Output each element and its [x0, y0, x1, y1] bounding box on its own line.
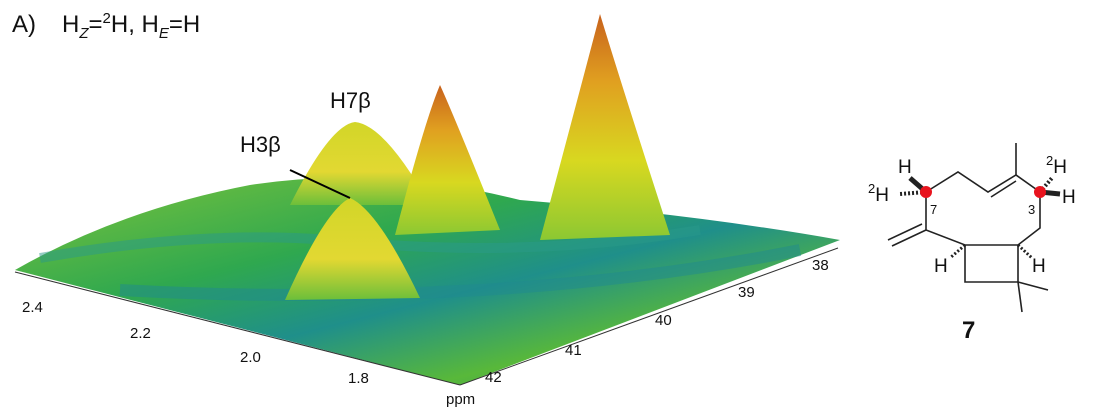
axis — [459, 247, 839, 386]
text: H — [62, 11, 79, 38]
methylene — [891, 229, 927, 247]
atom: H — [898, 157, 912, 178]
superscript: 2 — [103, 10, 111, 27]
text: =H — [169, 11, 200, 38]
peak — [395, 85, 500, 235]
panel-label: A) — [12, 11, 36, 38]
superscript: 2 — [1046, 153, 1053, 168]
peak-label: H3β — [240, 132, 281, 157]
peak-label: H7β — [330, 88, 371, 113]
label-site — [1034, 186, 1046, 198]
ridge — [119, 244, 802, 301]
axis-label: ppm — [446, 391, 475, 408]
peak-h7 — [290, 122, 430, 205]
text: H — [1053, 157, 1067, 178]
atom: H — [934, 256, 948, 277]
surface — [14, 14, 840, 386]
ring — [925, 171, 1041, 246]
label-site — [920, 186, 932, 198]
axis — [14, 271, 461, 386]
tick-label: 2.0 — [240, 349, 261, 366]
tick-label: 2.4 — [22, 299, 43, 316]
atom: H — [1062, 187, 1076, 208]
condition: HZ=2H, HE=H — [62, 10, 200, 42]
methyl — [1017, 281, 1023, 313]
methylene — [887, 223, 923, 241]
tick-label: 40 — [655, 312, 672, 329]
tick-label: 2.2 — [130, 325, 151, 342]
text: = — [89, 11, 103, 38]
double-bond — [990, 180, 1017, 198]
methyl — [1017, 281, 1049, 291]
tick-label: 39 — [738, 284, 755, 301]
cyclobutane — [964, 245, 1019, 283]
structure — [887, 143, 1061, 313]
tick-label: 38 — [812, 257, 829, 274]
hash — [1038, 176, 1054, 194]
tick-label: 1.8 — [348, 370, 369, 387]
label-pointer — [289, 169, 351, 199]
peak-h3 — [285, 198, 420, 300]
hash — [949, 243, 966, 260]
atom: 2H — [868, 181, 889, 206]
text: H — [875, 185, 889, 206]
tick-label: 41 — [565, 342, 582, 359]
subscript: Z — [78, 25, 89, 42]
locant: 3 — [1028, 202, 1035, 217]
hash — [1016, 243, 1034, 260]
peak — [540, 14, 670, 240]
tick-label: 42 — [485, 369, 502, 386]
subscript: E — [159, 25, 170, 42]
superscript: 2 — [868, 181, 875, 196]
atom: H — [1032, 256, 1046, 277]
locant: 7 — [930, 202, 937, 217]
text: H, H — [111, 11, 159, 38]
compound-number: 7 — [962, 317, 975, 344]
atom: 2H — [1046, 153, 1067, 178]
